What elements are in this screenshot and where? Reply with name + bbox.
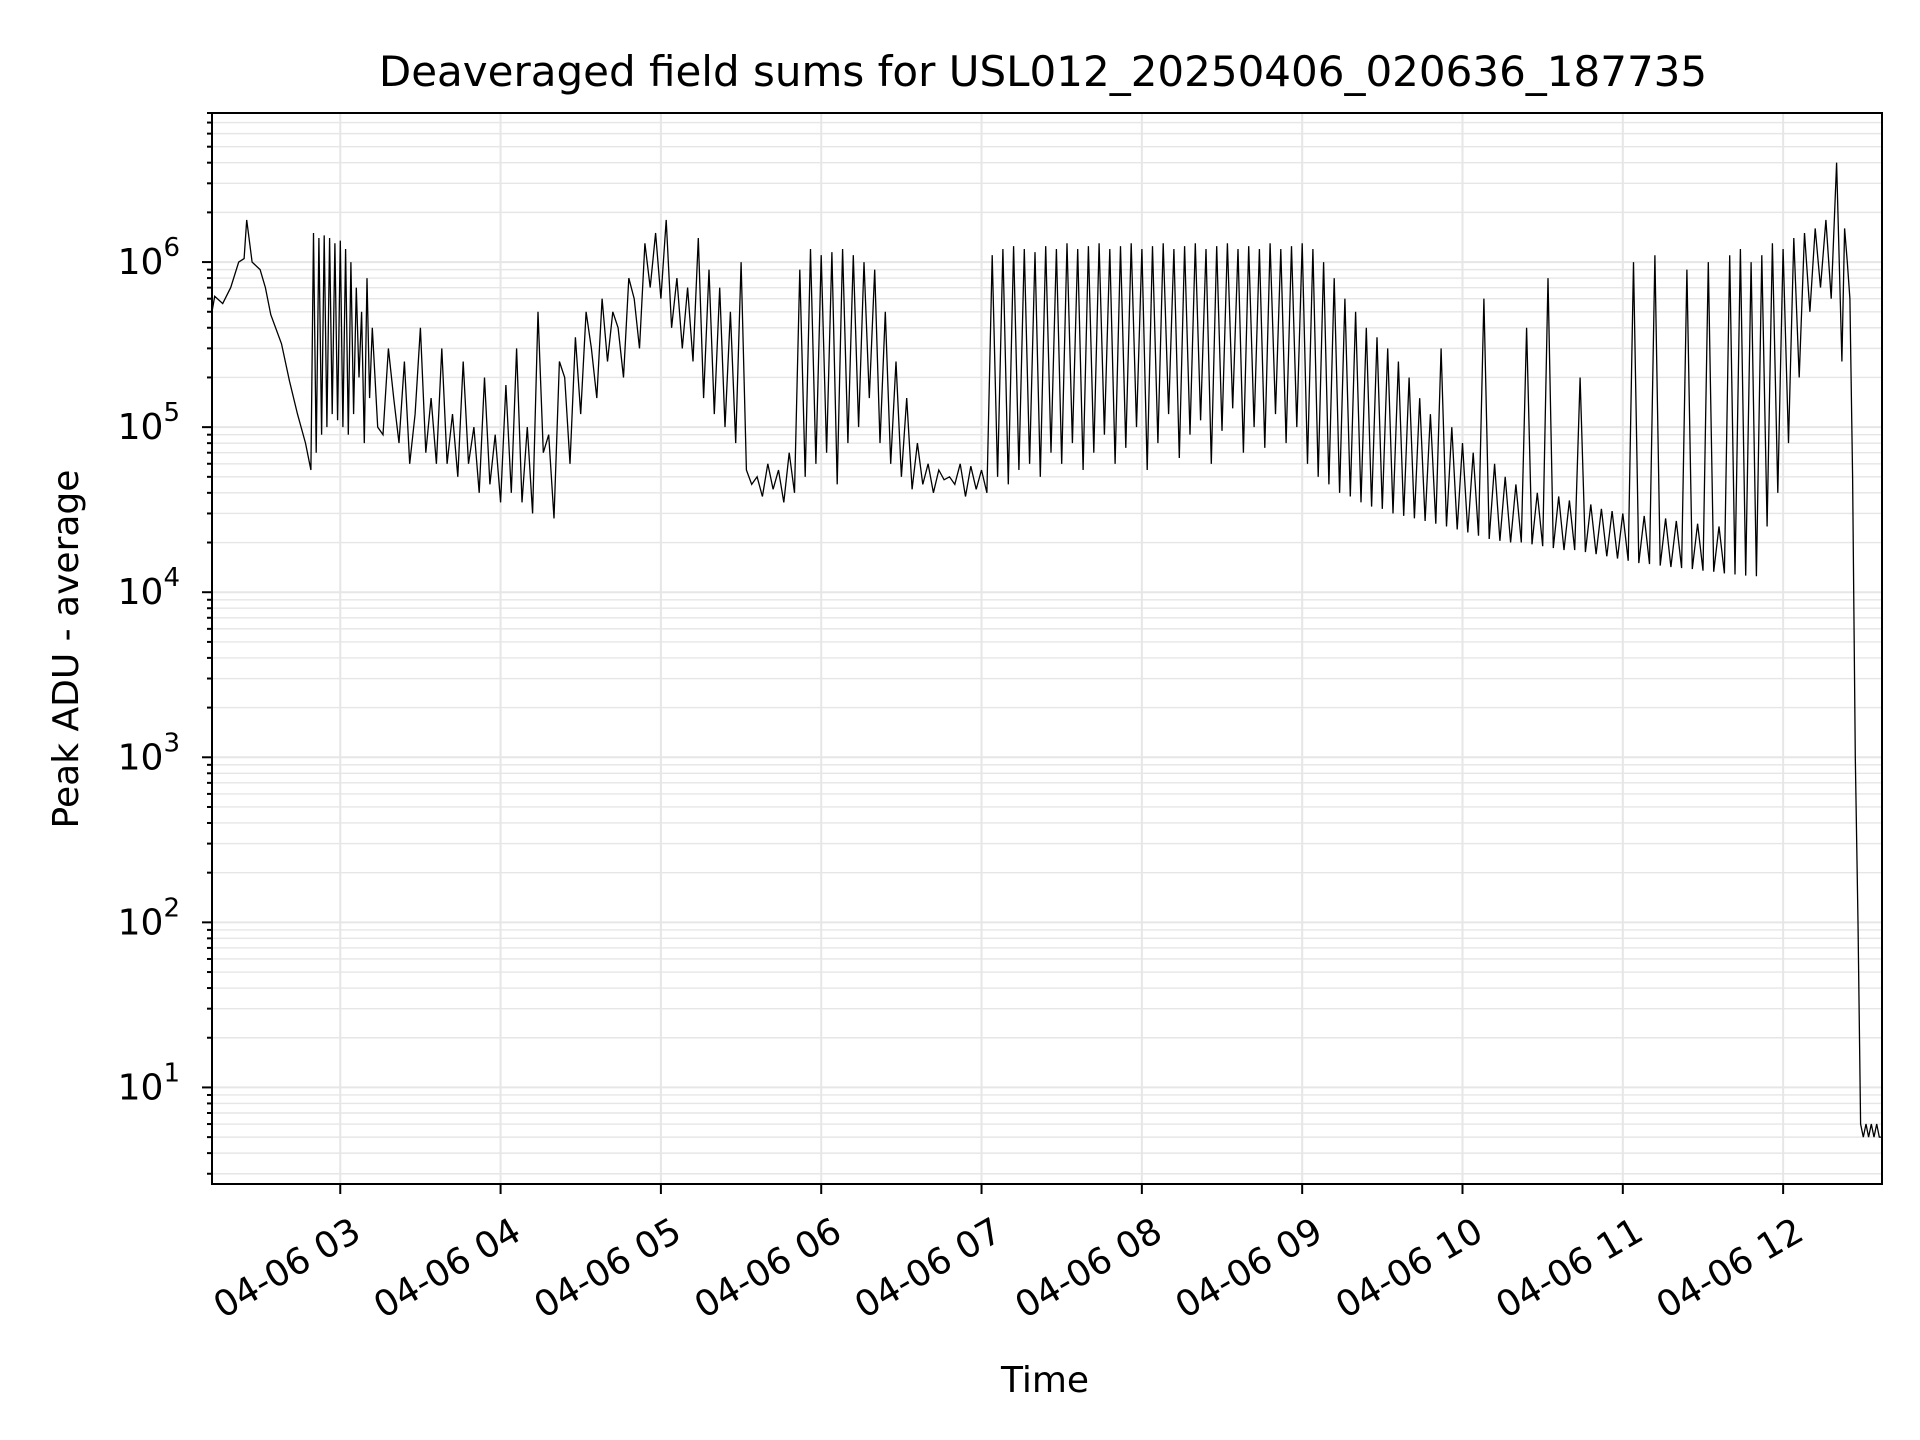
y-tick-label: 102: [118, 893, 180, 943]
y-tick-label: 106: [118, 233, 180, 283]
x-axis-label: Time: [1000, 1360, 1089, 1401]
y-tick-label: 105: [118, 398, 180, 448]
plot-frame: [211, 112, 1883, 1185]
y-axis-label: Peak ADU - average: [46, 470, 87, 829]
y-tick-label: 103: [118, 728, 180, 778]
chart-title: Deaveraged field sums for USL012_2025040…: [379, 47, 1707, 96]
y-tick-label: 104: [118, 563, 180, 613]
series-layer: [211, 162, 1882, 1138]
series-line-0: [211, 162, 1882, 1138]
y-ticks: 101 102 103 104 105 106: [118, 112, 212, 1175]
grid-layer: [212, 112, 1882, 1184]
y-tick-label: 101: [118, 1058, 180, 1108]
